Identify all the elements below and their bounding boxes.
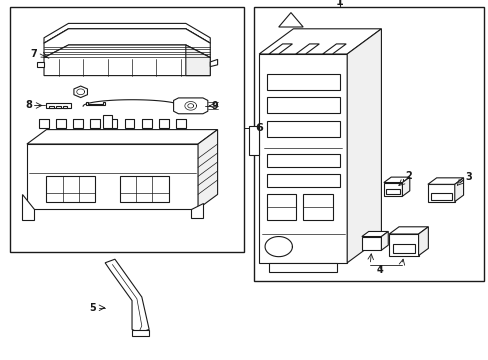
- Bar: [10, 7, 244, 252]
- Polygon shape: [295, 44, 319, 54]
- Bar: [386, 189, 399, 194]
- Bar: [388, 234, 418, 256]
- Polygon shape: [381, 231, 387, 250]
- Bar: [49, 106, 54, 108]
- Polygon shape: [454, 178, 463, 202]
- Bar: [176, 119, 185, 128]
- Polygon shape: [198, 130, 217, 209]
- Polygon shape: [37, 62, 44, 67]
- Polygon shape: [361, 231, 387, 237]
- Bar: [27, 144, 198, 209]
- Bar: [361, 237, 381, 250]
- Bar: [56, 119, 66, 128]
- Polygon shape: [74, 86, 87, 98]
- Polygon shape: [105, 259, 149, 333]
- Polygon shape: [185, 45, 210, 76]
- Bar: [266, 97, 339, 113]
- Polygon shape: [44, 23, 210, 43]
- Bar: [266, 74, 339, 90]
- Polygon shape: [418, 227, 427, 256]
- Bar: [107, 119, 117, 128]
- Bar: [90, 119, 100, 128]
- Bar: [102, 115, 112, 128]
- Bar: [39, 119, 49, 128]
- Polygon shape: [278, 13, 303, 27]
- Polygon shape: [173, 98, 207, 114]
- Polygon shape: [388, 227, 427, 234]
- Polygon shape: [383, 177, 409, 183]
- Bar: [56, 106, 61, 108]
- Polygon shape: [268, 263, 337, 272]
- Bar: [120, 176, 168, 202]
- Polygon shape: [268, 44, 292, 54]
- Text: 2: 2: [404, 171, 411, 181]
- Bar: [266, 194, 295, 220]
- Bar: [73, 119, 83, 128]
- Polygon shape: [427, 178, 463, 184]
- Bar: [124, 119, 134, 128]
- Bar: [254, 7, 483, 281]
- Text: 9: 9: [211, 101, 218, 111]
- Polygon shape: [44, 29, 210, 58]
- Text: 8: 8: [25, 100, 32, 111]
- Bar: [266, 174, 339, 187]
- Polygon shape: [346, 29, 381, 263]
- Polygon shape: [27, 130, 217, 144]
- Bar: [46, 176, 95, 202]
- Polygon shape: [190, 203, 203, 218]
- Polygon shape: [44, 45, 210, 76]
- Bar: [383, 183, 402, 196]
- Polygon shape: [402, 177, 409, 196]
- Polygon shape: [259, 29, 381, 54]
- Text: 7: 7: [30, 49, 37, 59]
- Bar: [303, 194, 332, 220]
- Bar: [159, 119, 168, 128]
- Text: 4: 4: [376, 265, 383, 275]
- Bar: [427, 184, 454, 202]
- Polygon shape: [46, 103, 71, 108]
- Bar: [266, 154, 339, 167]
- Text: 1: 1: [335, 0, 343, 7]
- Bar: [62, 106, 67, 108]
- Bar: [430, 193, 451, 200]
- Text: 6: 6: [255, 123, 263, 133]
- Polygon shape: [249, 126, 259, 155]
- Polygon shape: [210, 59, 217, 67]
- Polygon shape: [22, 194, 34, 220]
- Bar: [266, 121, 339, 137]
- Bar: [392, 244, 414, 253]
- Text: 5: 5: [89, 303, 96, 313]
- Polygon shape: [132, 330, 149, 336]
- Polygon shape: [85, 102, 105, 105]
- Polygon shape: [322, 44, 346, 54]
- Text: 3: 3: [464, 172, 471, 182]
- Polygon shape: [44, 29, 210, 45]
- Bar: [259, 54, 346, 263]
- Bar: [142, 119, 151, 128]
